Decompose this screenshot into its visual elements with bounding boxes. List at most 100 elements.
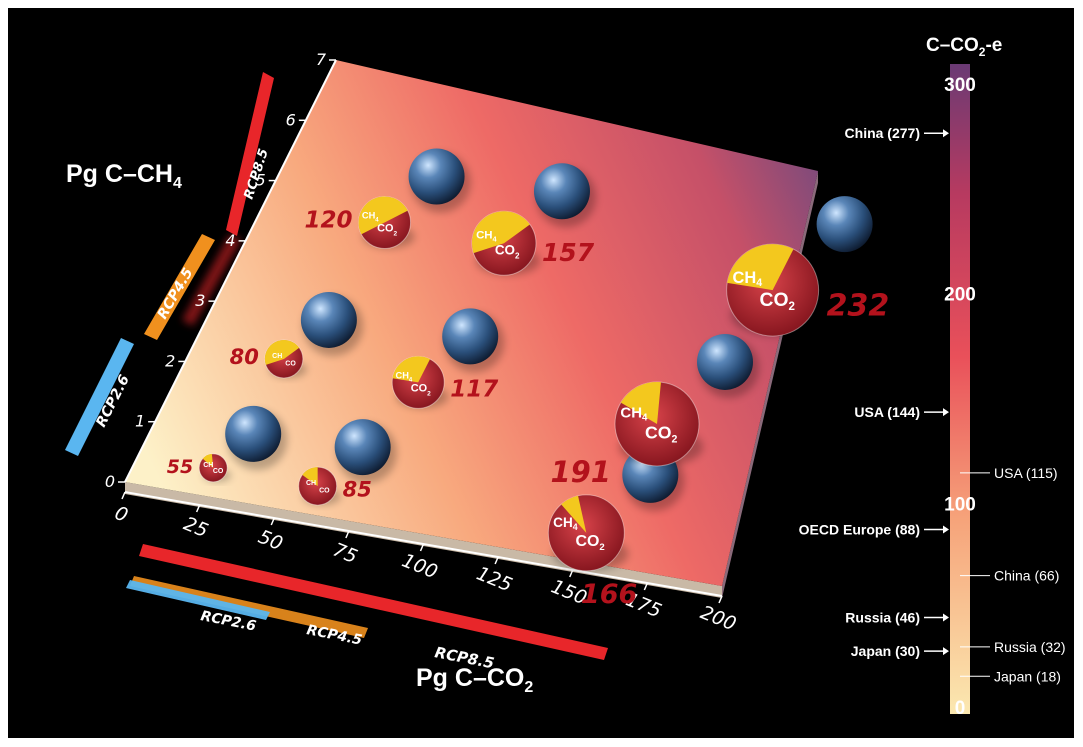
- x-tick-mark: [121, 491, 126, 500]
- ch4-slice: [302, 467, 318, 487]
- ch4-slice: [471, 211, 530, 254]
- co2-label: CO: [213, 468, 224, 475]
- bubble-total-label: 80: [230, 345, 259, 369]
- co2-label: CO2: [411, 382, 431, 397]
- arrow-head-icon: [943, 525, 949, 534]
- colorbar-left-label: China (277): [845, 125, 920, 141]
- globe-icon: [533, 163, 590, 220]
- globe-icon: [697, 333, 754, 390]
- arrow-head-icon: [943, 129, 949, 138]
- bubble-total-label: 166: [581, 579, 637, 610]
- x-tick-label: 100: [399, 549, 441, 583]
- colorbar-right-labels: USA (115) China (66) Russia (32) Japan (18): [960, 465, 1066, 684]
- bubble-total-label: 85: [343, 478, 372, 502]
- x-tick-mark: [643, 582, 649, 591]
- globe-icon: [334, 419, 391, 476]
- x-tick-mark: [569, 569, 574, 578]
- x-tick-mark: [345, 530, 350, 539]
- x-axis-title: Pg C–CO2: [416, 664, 533, 696]
- y-tick-label: 7: [316, 50, 327, 69]
- ch4-label: CH: [203, 462, 213, 469]
- ch4-slice: [727, 244, 794, 291]
- bubble-total-label: 55: [167, 456, 193, 478]
- ch4-slice: [620, 381, 661, 424]
- figure-frame: RCP2.6 RCP4.5 RCP8.5 RCP2.6 RCP4.5 RCP8.…: [8, 8, 1074, 738]
- ch4-slice: [561, 495, 587, 533]
- colorbar-left-labels: China (277) USA (144) OECD Europe (88) Russ…: [799, 125, 949, 659]
- ch4-label: CH4: [620, 405, 648, 424]
- y-tick-label: 6: [286, 110, 296, 129]
- y-tick-label: 5: [256, 171, 266, 190]
- bubble-total-label: 191: [550, 455, 611, 489]
- y-tick-label: 2: [165, 351, 175, 370]
- colorbar-right-label: Japan (18): [994, 668, 1061, 684]
- ch4-label: CH4: [362, 211, 379, 224]
- colorbar-tick-label: 100: [944, 494, 976, 515]
- colorbar-left-label: Japan (30): [851, 643, 920, 659]
- colorbar-left-label: USA (144): [854, 404, 920, 420]
- x-tick-mark: [494, 556, 499, 565]
- co2-label: CO: [285, 361, 296, 368]
- colorbar-ticks: 0 100 200 300: [944, 75, 976, 719]
- colorbar-left-label: OECD Europe (88): [799, 521, 920, 537]
- ch4-label: CH: [306, 480, 316, 487]
- colorbar-tick-label: 0: [955, 698, 966, 719]
- arrow-head-icon: [943, 647, 949, 656]
- x-tick-mark: [270, 517, 275, 526]
- colorbar-left-label: Russia (46): [845, 610, 920, 626]
- co2-label: CO2: [575, 533, 604, 553]
- colorbar-right-label: China (66): [994, 568, 1059, 584]
- y-tick-label: 3: [195, 291, 205, 310]
- colorbar-tick-label: 200: [944, 285, 976, 306]
- co2-label: CO2: [377, 223, 397, 238]
- x-tick-label: 200: [697, 601, 739, 635]
- globe-icon: [300, 291, 357, 348]
- globe-icon: [225, 405, 282, 462]
- ch4-label: CH4: [733, 269, 763, 289]
- ch4-label: CH4: [396, 370, 413, 383]
- bubble-total-label: 157: [542, 238, 595, 267]
- ch4-slice: [392, 356, 431, 383]
- bubble-total-label: 232: [827, 288, 890, 323]
- x-tick-label: 75: [330, 539, 361, 568]
- colorbar-right-label: Russia (32): [994, 639, 1066, 655]
- co2-label: CO2: [760, 290, 795, 313]
- y-axis-line: [124, 59, 337, 483]
- chart-svg: RCP2.6 RCP4.5 RCP8.5 RCP2.6 RCP4.5 RCP8.…: [65, 35, 1066, 719]
- y-tick-label: 4: [225, 231, 235, 250]
- colorbar: [950, 64, 970, 714]
- ch4-label: CH4: [553, 515, 578, 532]
- x-tick-label: 0: [112, 502, 131, 527]
- ch4-slice: [264, 339, 300, 365]
- colorbar-title: C–CO2-e: [926, 35, 1002, 59]
- y-axis-title: Pg C–CH4: [66, 160, 182, 192]
- globe-icon: [408, 148, 465, 205]
- x-tick-label: 125: [473, 562, 515, 596]
- x-tick-mark: [718, 595, 723, 604]
- x-scenario-bands: [126, 544, 608, 660]
- y-ticks: 0 1 2 3 4 5 6 7: [105, 50, 336, 491]
- x-tick-label: 25: [181, 513, 212, 542]
- y-scenario-bands: [65, 72, 274, 456]
- co2-label: CO: [319, 488, 330, 495]
- globe-icon: [816, 196, 873, 253]
- bubble-total-label: 117: [450, 377, 498, 403]
- co2-label: CO2: [495, 242, 520, 260]
- y-tick-label: 0: [105, 472, 115, 491]
- globe-icon: [442, 308, 499, 365]
- ch4-slice: [358, 196, 408, 235]
- x-tick-mark: [419, 543, 425, 552]
- x-tick-mark: [195, 504, 201, 513]
- arrow-head-icon: [943, 613, 949, 622]
- ch4-slice: [202, 453, 214, 468]
- ch4-label: CH: [272, 353, 282, 360]
